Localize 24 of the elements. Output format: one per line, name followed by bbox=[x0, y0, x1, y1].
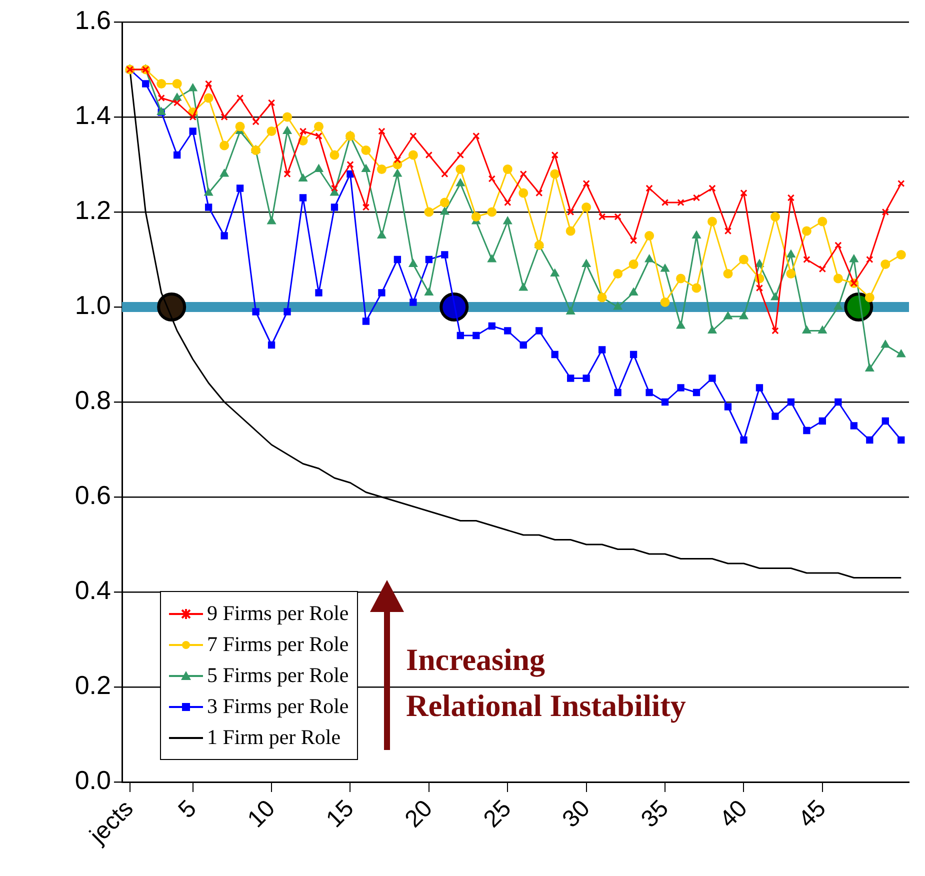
annotation: Increasing Relational Instability bbox=[406, 641, 687, 725]
x-tick-label: 30 bbox=[557, 795, 596, 833]
x-tick-label: 40 bbox=[714, 795, 753, 833]
y-tick-label: 0.2 bbox=[74, 670, 111, 700]
y-tick-label: 0.8 bbox=[74, 385, 111, 416]
x-tick-label: 20 bbox=[400, 795, 438, 833]
legend-label: 9 Firms per Role bbox=[207, 601, 349, 626]
y-tick-label: 0.0 bbox=[74, 765, 111, 796]
y-tick-label: 1.0 bbox=[74, 290, 111, 320]
x-tick-label: 25 bbox=[478, 795, 517, 833]
y-tick-label: 0.6 bbox=[74, 480, 111, 510]
x-tick-label: 45 bbox=[793, 795, 832, 833]
y-tick-label: 1.2 bbox=[74, 195, 111, 226]
legend-label: 5 Firms per Role bbox=[207, 663, 349, 688]
y-tick-label: 1.4 bbox=[74, 100, 111, 130]
legend-label: 7 Firms per Role bbox=[207, 632, 349, 657]
legend-label: 1 Firm per Role bbox=[207, 725, 341, 750]
legend-label: 3 Firms per Role bbox=[207, 694, 349, 719]
y-tick-label: 0.4 bbox=[74, 575, 111, 606]
x-tick-label: 5 bbox=[173, 795, 202, 824]
x-tick-label: 15 bbox=[321, 795, 360, 833]
x-tick-label: 35 bbox=[636, 795, 674, 833]
x-tick-label: 10 bbox=[242, 795, 280, 833]
y-tick-label: 1.6 bbox=[74, 5, 111, 36]
